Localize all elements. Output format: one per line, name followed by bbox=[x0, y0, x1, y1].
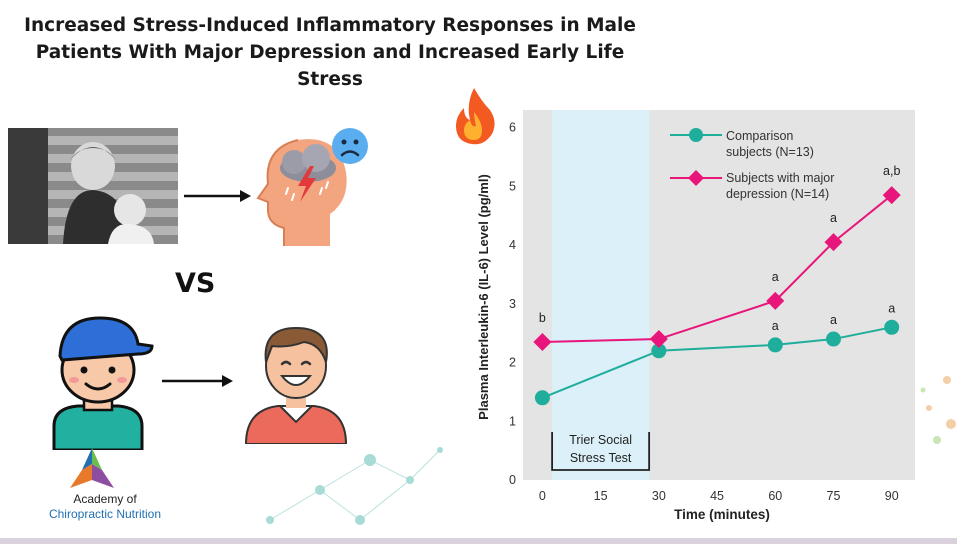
stressed-head-icon bbox=[256, 139, 347, 246]
point-significance-label: a bbox=[772, 319, 779, 333]
legend-marker-comparison bbox=[689, 128, 703, 142]
title-line-2: Patients With Major Depression and Incre… bbox=[35, 42, 625, 90]
legend-label-comparison-2: subjects (N=13) bbox=[726, 145, 814, 159]
bottom-bar bbox=[0, 538, 957, 544]
slide-title: Increased Stress-Induced Inflammatory Re… bbox=[0, 12, 660, 93]
comparison-point bbox=[825, 331, 841, 347]
comparison-point bbox=[651, 343, 667, 359]
point-significance-label: a bbox=[888, 301, 895, 315]
stress-test-bracket: Trier Social Stress Test bbox=[551, 432, 651, 471]
child-photo bbox=[8, 128, 178, 244]
y-axis-label: Plasma Interleukin-6 (IL-6) Level (pg/ml… bbox=[476, 174, 491, 420]
x-tick-label: 30 bbox=[652, 489, 666, 503]
y-tick-label: 1 bbox=[509, 414, 516, 428]
legend-label-comparison-1: Comparison bbox=[726, 129, 793, 143]
logo-line-1: Academy of bbox=[73, 492, 137, 506]
depression-point bbox=[882, 186, 901, 205]
depression-point bbox=[649, 330, 668, 349]
comparison-point bbox=[767, 337, 783, 353]
legend-label-depression-2: depression (N=14) bbox=[726, 187, 829, 201]
fire-icon bbox=[456, 88, 495, 145]
y-tick-label: 5 bbox=[509, 179, 516, 193]
stress-test-label-1: Trier Social bbox=[569, 433, 632, 447]
x-tick-label: 0 bbox=[539, 489, 546, 503]
happy-man-icon bbox=[244, 326, 348, 444]
point-significance-label: b bbox=[539, 311, 546, 325]
sad-face-icon bbox=[332, 128, 368, 164]
logo-text: Academy of Chiropractic Nutrition bbox=[20, 492, 190, 522]
x-tick-label: 90 bbox=[885, 489, 899, 503]
point-significance-label: a,b bbox=[883, 164, 900, 178]
x-axis-label: Time (minutes) bbox=[674, 507, 770, 522]
boy-cap-icon bbox=[52, 316, 154, 450]
depression-point bbox=[766, 291, 785, 310]
y-tick-label: 6 bbox=[509, 121, 516, 135]
title-line-1: Increased Stress-Induced Inflammatory Re… bbox=[24, 15, 636, 36]
depression-point bbox=[533, 332, 552, 351]
decorative-network bbox=[266, 447, 443, 525]
legend-marker-depression bbox=[688, 170, 704, 186]
stress-window-band bbox=[552, 110, 650, 480]
depression-point bbox=[824, 233, 843, 252]
comparison-point bbox=[534, 390, 550, 406]
x-tick-label: 75 bbox=[827, 489, 841, 503]
legend-label-depression-1: Subjects with major bbox=[726, 171, 834, 185]
arrow-right-icon bbox=[162, 375, 233, 387]
logo-icon bbox=[70, 448, 114, 488]
point-significance-label: a bbox=[830, 211, 837, 225]
legend: Comparison subjects (N=13) Subjects with… bbox=[670, 128, 834, 201]
stress-test-label-2: Stress Test bbox=[570, 451, 632, 465]
y-tick-label: 2 bbox=[509, 356, 516, 370]
x-tick-label: 15 bbox=[594, 489, 608, 503]
comparison-point bbox=[884, 319, 900, 335]
point-significance-label: a bbox=[772, 270, 779, 284]
y-tick-label: 3 bbox=[509, 297, 516, 311]
y-tick-label: 4 bbox=[509, 238, 516, 252]
decorative-dots-right bbox=[920, 376, 956, 444]
x-tick-label: 45 bbox=[710, 489, 724, 503]
y-tick-label: 0 bbox=[509, 473, 516, 487]
x-tick-label: 60 bbox=[768, 489, 782, 503]
vs-label: VS bbox=[175, 268, 216, 299]
point-significance-label: a bbox=[830, 313, 837, 327]
logo-line-2: Chiropractic Nutrition bbox=[48, 507, 162, 521]
arrow-right-icon bbox=[184, 190, 251, 202]
